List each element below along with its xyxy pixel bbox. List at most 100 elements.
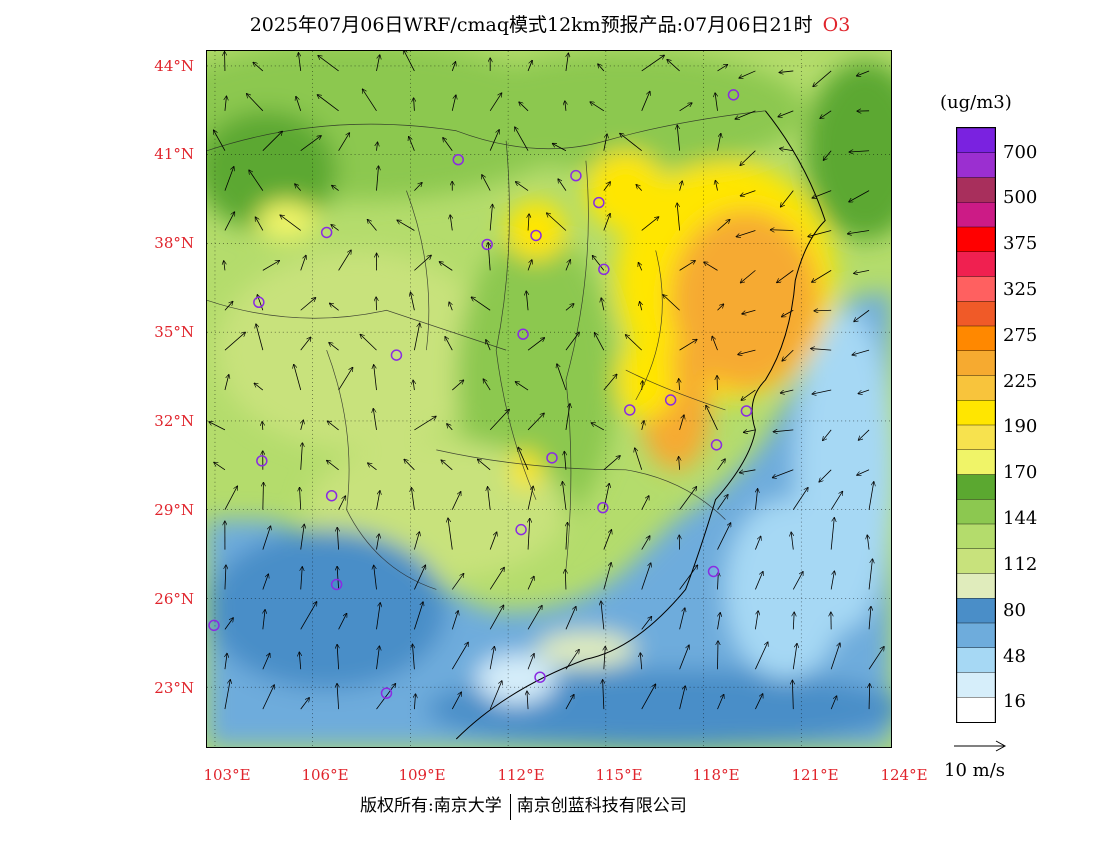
wind-vectors [209, 51, 884, 710]
wind-vector [565, 304, 574, 311]
wind-vector [331, 225, 339, 231]
station-marker [710, 439, 723, 451]
wind-vector [603, 563, 611, 590]
wind-vector [773, 469, 794, 478]
wind-vector [471, 297, 491, 311]
wind-vector [565, 101, 566, 111]
wind-vector [225, 654, 227, 670]
wind-vector [717, 220, 730, 231]
colorbar-swatch [957, 474, 995, 500]
wind-vector [414, 602, 423, 630]
wind-vector [774, 430, 794, 432]
wind-vector [338, 614, 347, 630]
wind-vector [376, 491, 380, 510]
lat-label-29: 29°N [154, 501, 194, 519]
wind-vector [566, 53, 568, 71]
wind-vector [663, 295, 680, 311]
wind-vector [299, 652, 300, 670]
wind-vector [488, 243, 490, 271]
wind-vector [715, 181, 717, 191]
wind-vector [677, 203, 681, 231]
wind-vector [452, 62, 455, 72]
wind-vector [641, 684, 656, 710]
wind-vector [857, 469, 870, 475]
wind-vector [755, 572, 762, 590]
wind-vector [603, 484, 609, 510]
wind-vector [209, 422, 226, 431]
wind-vector [814, 310, 832, 311]
wind-vector [642, 421, 644, 431]
wind-vector [490, 205, 492, 231]
colorbar-swatch [957, 325, 995, 352]
map-title: 2025年07月06日WRF/cmaq模式12km预报产品:07月06日21时 O… [0, 10, 1100, 37]
wind-vector [603, 182, 610, 191]
wind-vector [527, 654, 534, 670]
wind-vector [224, 375, 229, 391]
wind-vector [812, 190, 832, 198]
wind-vector [558, 179, 567, 191]
station-marker [380, 687, 393, 699]
wind-vector [451, 611, 458, 630]
wind-vector [486, 340, 491, 351]
wind-vector [451, 95, 456, 111]
wind-vector [414, 565, 425, 590]
wind-vector [791, 532, 793, 550]
wind-vector [857, 70, 870, 76]
wind-vector [598, 64, 605, 72]
wind-vector [565, 695, 574, 710]
wind-vector [368, 220, 377, 231]
wind-vector [253, 62, 264, 72]
wind-vector [448, 518, 453, 550]
wind-vector [262, 422, 263, 430]
colorbar-swatch [957, 152, 995, 179]
wind-vector [641, 92, 650, 111]
wind-vector [411, 488, 415, 510]
station-marker [530, 229, 542, 242]
colorbar-swatch [957, 400, 995, 426]
wind-vector [404, 51, 415, 72]
wind-vector [300, 136, 321, 152]
lat-label-26: 26°N [154, 590, 194, 608]
wind-vector [677, 125, 681, 151]
wind-vector [360, 335, 377, 351]
wind-vector [413, 380, 414, 391]
wind-vector [741, 389, 756, 400]
wind-vector [566, 523, 567, 550]
wind-vector [414, 323, 419, 351]
wind-vector [262, 654, 270, 670]
station-marker [664, 394, 677, 406]
colorbar-swatch [957, 697, 995, 722]
wind-vector [224, 302, 233, 311]
station-marker [320, 226, 333, 239]
wind-vector [262, 131, 282, 151]
colorbar-label: 144 [1003, 508, 1038, 529]
copyright-right: 南京创蓝科技有限公司 [516, 796, 687, 816]
wind-vector [301, 567, 302, 590]
station-marker [452, 153, 464, 166]
wind-vector [527, 338, 544, 351]
wind-vector [363, 89, 377, 112]
wind-vector [527, 61, 532, 72]
wind-vector [792, 680, 793, 710]
colorbar-swatch [957, 499, 995, 525]
wind-vector [373, 409, 377, 430]
wind-vector [755, 694, 762, 710]
wind-vector [404, 459, 415, 471]
wind-vector [528, 519, 530, 550]
wind-vector [397, 220, 415, 231]
wind-vector [679, 261, 695, 271]
wind-vector [793, 612, 794, 630]
wind-vector [641, 617, 652, 630]
wind-vector [717, 523, 731, 550]
wind-vector [527, 691, 528, 710]
wind-vector [565, 650, 579, 670]
wind-vector [224, 167, 234, 191]
wind-vector [715, 93, 717, 111]
wind-vector [641, 55, 664, 72]
concentration-field [207, 51, 891, 747]
wind-reference-arrow [954, 740, 1007, 752]
colorbar-label: 700 [1003, 142, 1038, 163]
wind-vector [626, 335, 643, 351]
wind-vector [262, 526, 271, 550]
wind-vector [449, 302, 452, 311]
